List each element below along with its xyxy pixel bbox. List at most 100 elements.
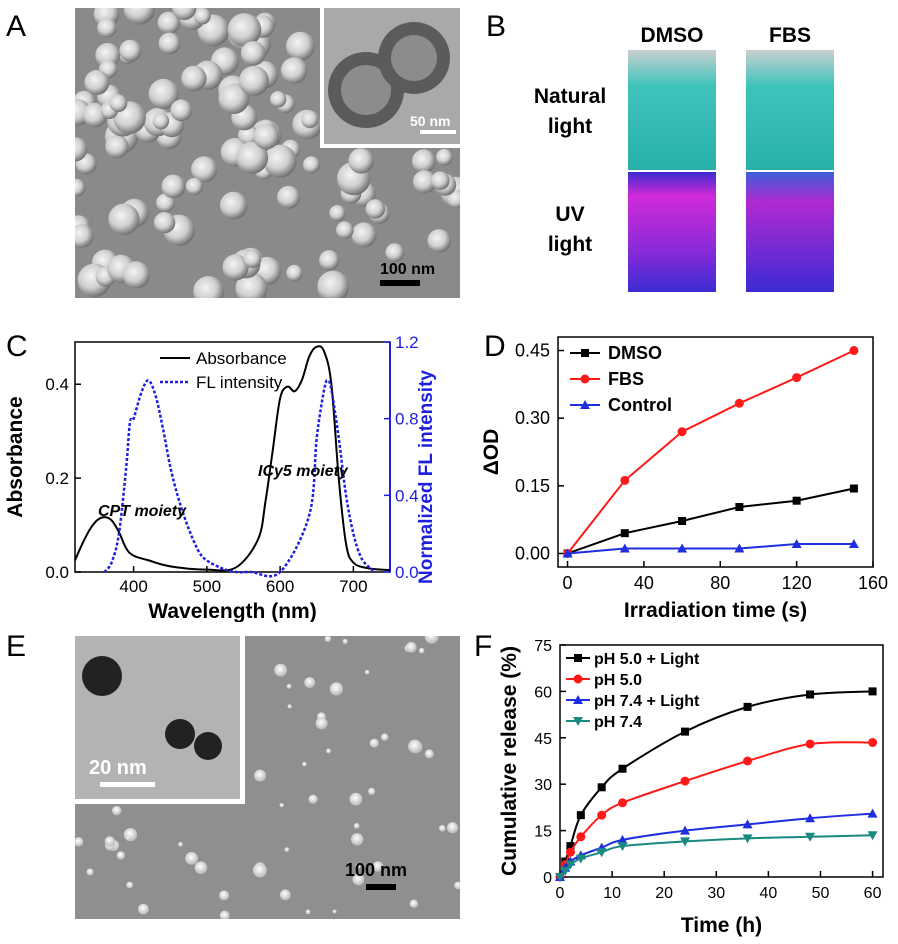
data-point-ph-7-4-light: [867, 808, 878, 818]
y-tick-label-f: 45: [534, 731, 552, 748]
sem-sphere: [75, 137, 88, 162]
y-axis-label-f: Cumulative release (%): [498, 646, 521, 876]
sem-image-e: 100 nm 20 nm: [75, 636, 460, 919]
sem-particle: [185, 852, 198, 865]
sem-sphere: [95, 42, 121, 68]
sem-particle: [104, 836, 115, 847]
y-tick-label-c: 0.0: [45, 563, 69, 582]
data-point-ph-5-0: [805, 739, 815, 749]
data-point-control: [848, 539, 859, 548]
sem-particle: [364, 669, 370, 675]
data-point-ph-7-4: [867, 831, 878, 841]
y-tick-label-f: 75: [534, 638, 552, 655]
scale-bar-a: [380, 280, 420, 286]
legend-label-ph-7-4-light: pH 7.4 + Light: [594, 693, 700, 710]
col-label-dmso: DMSO: [640, 24, 704, 47]
sem-sphere: [148, 78, 179, 109]
series-line-ph-7-4-light: [559, 812, 873, 878]
sem-particle: [75, 837, 84, 847]
sem-sphere: [436, 148, 453, 166]
sem-sphere: [365, 199, 386, 219]
sem-particle: [381, 733, 389, 741]
sem-sphere: [75, 224, 94, 248]
data-point-ph-5-0: [868, 737, 878, 747]
sem-sphere: [412, 170, 437, 194]
sem-sphere: [181, 65, 207, 92]
data-point-ph-7-4: [617, 842, 628, 852]
row-label-natural-line1: Natural: [533, 85, 607, 108]
tem-inset-e: 20 nm: [75, 636, 245, 804]
x-axis-label-d: Irradiation time (s): [624, 599, 807, 622]
sem-sphere: [286, 264, 303, 282]
data-point-fbs: [734, 398, 744, 408]
series-line-ph-5-0: [559, 741, 873, 878]
y-tick-label-d: 0.30: [515, 408, 550, 428]
tem-inset-a: 50 nm: [320, 8, 460, 148]
sem-sphere: [286, 31, 315, 61]
sem-sphere: [222, 254, 249, 281]
x-axis-label-f: Time (h): [681, 914, 762, 937]
data-point-control: [791, 539, 802, 548]
data-point-ph-5-0: [680, 776, 690, 786]
sem-sphere: [240, 41, 266, 66]
data-point-ph-7-4: [596, 848, 607, 858]
sem-sphere: [152, 112, 170, 130]
x-tick-label-d: 80: [710, 573, 730, 593]
data-point-ph-7-4-light: [617, 834, 628, 844]
legend-label-ph-5-0: pH 5.0: [594, 672, 642, 689]
legend-marker-ph-7-4: [573, 717, 583, 726]
series-line-ph-7-4: [559, 834, 873, 878]
sem-particle: [424, 636, 439, 644]
sem-sphere: [301, 110, 319, 129]
data-point-ph-7-4-light: [805, 813, 816, 823]
sem-sphere: [243, 250, 262, 269]
x-tick-label-c: 700: [339, 577, 367, 596]
sem-particle: [308, 794, 318, 804]
panel-letter-b: B: [486, 10, 507, 43]
sem-particle: [219, 890, 230, 901]
sem-particle: [279, 803, 284, 808]
data-point-dmso: [849, 484, 858, 493]
annotation-icy5: ICy5 moiety: [258, 463, 349, 480]
row-label-uv-line1: UV: [555, 203, 585, 226]
y-tick-label-f: 0: [543, 870, 552, 887]
sem-particle: [86, 868, 94, 876]
sem-particle: [302, 761, 307, 767]
data-point-ph-5-0-light: [597, 783, 606, 792]
x-tick-label-f: 50: [812, 885, 830, 902]
sem-particles-a: 100 nm: [75, 8, 460, 298]
data-point-fbs: [849, 346, 859, 356]
sem-particle: [329, 682, 343, 696]
sem-particle: [332, 909, 337, 914]
sem-particle: [369, 738, 379, 748]
legend-label-ph-7-4: pH 7.4: [594, 714, 642, 731]
data-point-ph-7-4: [575, 854, 586, 864]
data-point-fbs: [620, 475, 630, 485]
x-tick-label-f: 0: [556, 885, 565, 902]
sem-particle: [138, 903, 149, 915]
sem-particle: [126, 881, 134, 889]
sem-sphere: [122, 261, 150, 289]
inset-scale-bar-e: [100, 782, 155, 787]
x-tick-label-f: 30: [707, 885, 725, 902]
y-tick-label-f: 60: [534, 684, 552, 701]
legend-label-fl: FL intensity: [196, 373, 283, 392]
sem-sphere: [218, 83, 250, 114]
sem-sphere: [317, 270, 350, 298]
sem-particle: [116, 851, 125, 860]
sem-particle: [286, 684, 292, 689]
chart-f: 0 10 20 30 40 50 60 0 15 30 45 60 75 Time (h) Cumulati…: [498, 638, 884, 937]
sem-sphere: [123, 8, 155, 25]
x-tick-label-c: 600: [266, 577, 294, 596]
sem-sphere: [385, 243, 405, 262]
data-point-ph-7-4: [805, 832, 816, 842]
data-point-ph-5-0: [576, 832, 586, 842]
data-point-ph-5-0-light: [576, 811, 585, 820]
sem-sphere: [119, 39, 142, 62]
cuvette-dmso-natural: [628, 50, 716, 170]
sem-particle: [439, 825, 446, 832]
panel-letter-a: A: [6, 10, 27, 43]
sem-sphere: [336, 221, 354, 239]
x-tick-label-f: 20: [655, 885, 673, 902]
sem-particle: [252, 863, 267, 878]
